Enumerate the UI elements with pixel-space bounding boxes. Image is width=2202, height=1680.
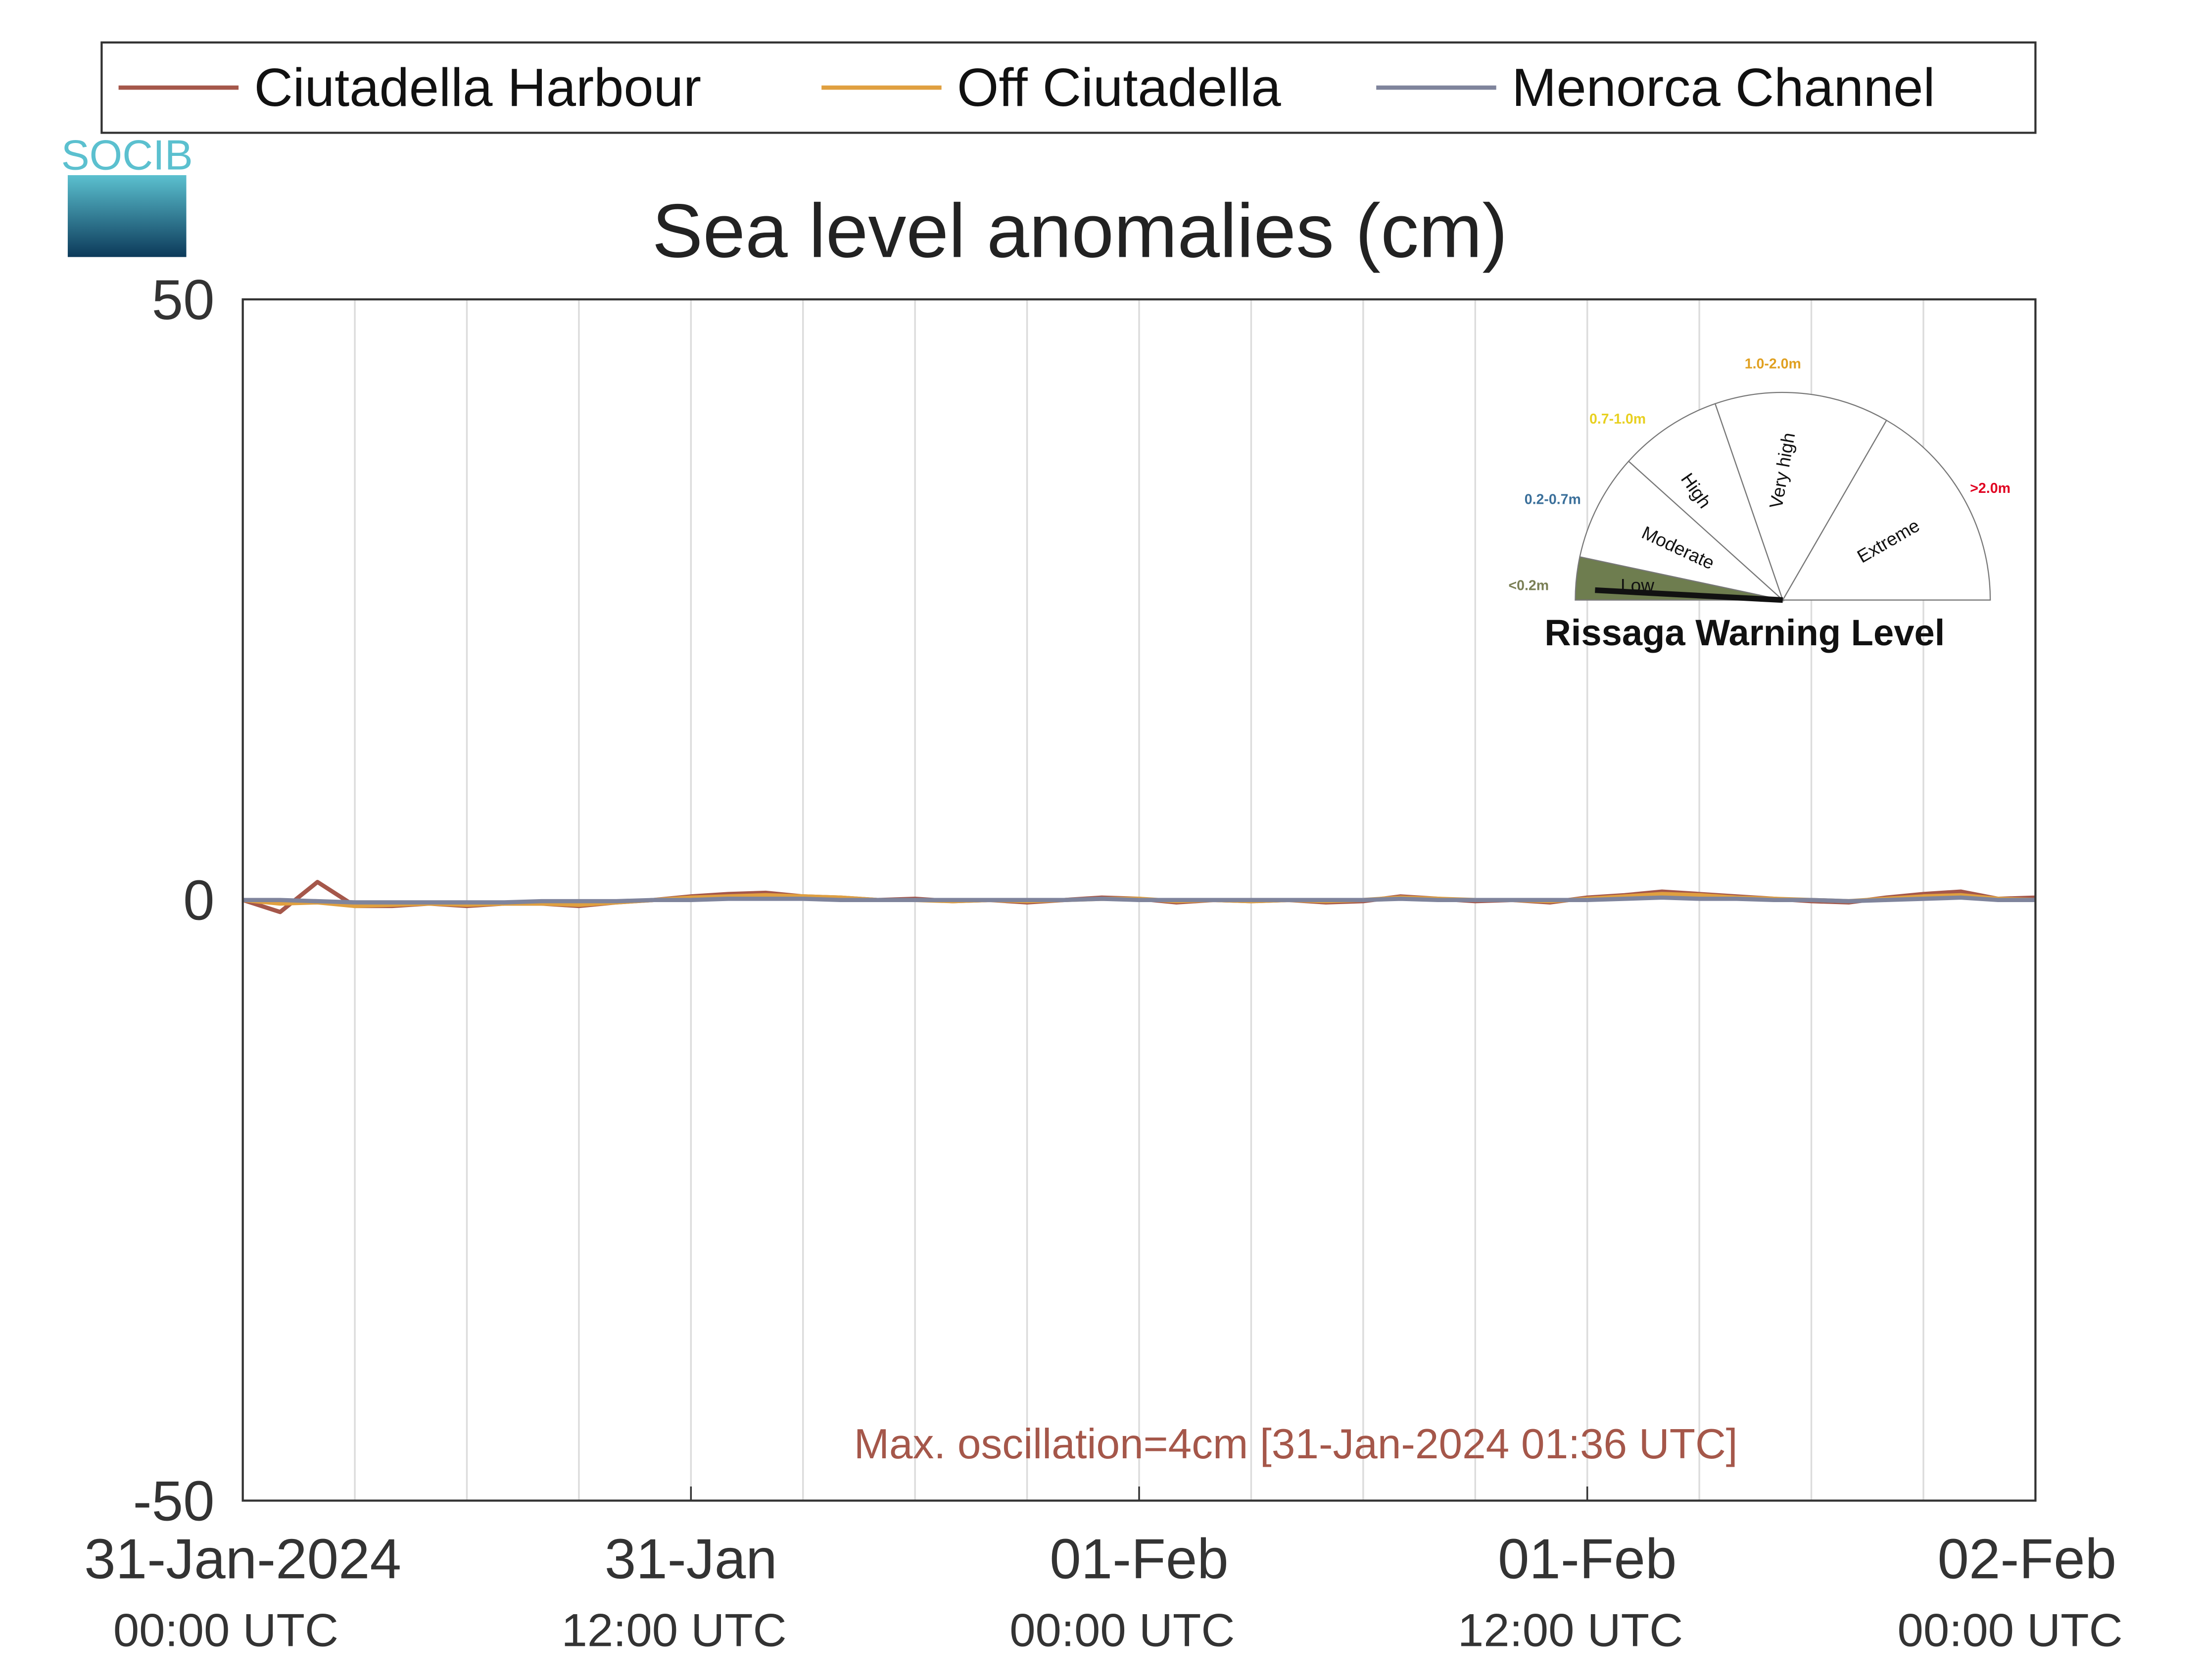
x-tick-label: 02-Feb — [1938, 1528, 2117, 1590]
x-tick-label: 01-Feb — [1050, 1528, 1229, 1590]
gauge-title: Rissaga Warning Level — [1544, 612, 1945, 653]
level-range: 0.7-1.0m — [1589, 411, 1646, 427]
plot-area — [241, 298, 2037, 1502]
level-range: <0.2m — [1508, 578, 1549, 594]
gauge-needle — [1595, 587, 1783, 603]
gauge-sector — [1781, 419, 1991, 601]
x-tick-sublabel: 12:00 UTC — [1458, 1604, 1683, 1656]
level-range: >2.0m — [1970, 480, 2011, 496]
annotation: Max. oscillation=4cm [31-Jan-2024 01:36 … — [854, 1421, 1738, 1468]
x-tick-sublabel: 00:00 UTC — [1897, 1604, 2122, 1656]
x-tick-sublabel: 12:00 UTC — [562, 1604, 787, 1656]
y-tick-label: 50 — [152, 269, 215, 332]
gauge-sector — [1714, 391, 1888, 602]
chart-title: Sea level anomalies (cm) — [652, 188, 1508, 273]
x-tick-sublabel: 00:00 UTC — [1009, 1604, 1235, 1656]
level-range: 0.2-0.7m — [1525, 492, 1581, 508]
y-tick-label: -50 — [133, 1470, 215, 1533]
legend-box — [100, 41, 2037, 134]
axes-box — [241, 298, 2037, 1502]
gauge-sector — [1579, 460, 1785, 601]
x-tick-label: 01-Feb — [1498, 1528, 1677, 1590]
y-tick-label: 0 — [183, 869, 214, 932]
x-tick-label: 31-Jan-2024 — [84, 1528, 401, 1590]
logo-icon — [67, 175, 187, 257]
gauge-sector — [1628, 403, 1784, 602]
gauge: Low Moderate High Very high Extreme <0.2… — [1508, 356, 2010, 653]
series-line — [242, 895, 2036, 905]
legend-label: Menorca Channel — [1512, 57, 1935, 117]
legend-label: Ciutadella Harbour — [254, 57, 701, 117]
level-range: 1.0-2.0m — [1745, 356, 1801, 372]
legend-label: Off Ciutadella — [957, 57, 1281, 117]
logo-text: SOCIB — [61, 132, 193, 179]
x-tick-label: 31-Jan — [605, 1528, 777, 1590]
x-tick-sublabel: 00:00 UTC — [113, 1604, 338, 1656]
level-name: Low — [1621, 575, 1654, 595]
